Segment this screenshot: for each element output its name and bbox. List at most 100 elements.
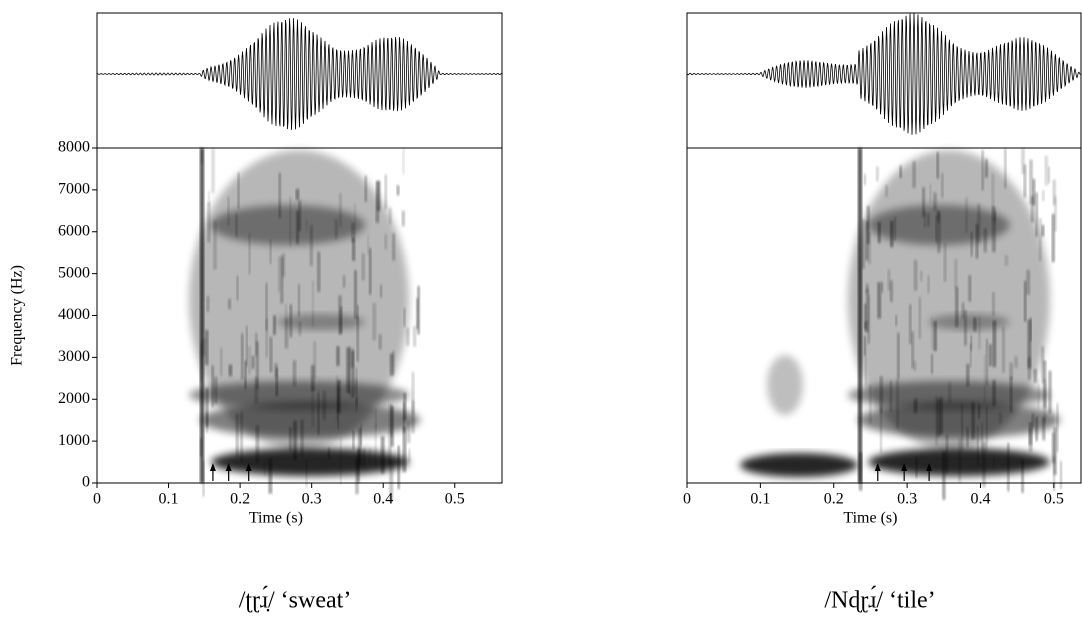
striation	[402, 426, 407, 473]
striation	[1031, 413, 1035, 429]
striation	[889, 280, 893, 302]
striation	[289, 304, 293, 338]
striation	[939, 397, 943, 435]
striation	[378, 334, 382, 350]
striation	[298, 321, 302, 336]
striation	[1032, 178, 1036, 206]
spectral-energy	[211, 205, 365, 245]
striation	[864, 173, 866, 185]
striation	[911, 331, 914, 369]
striation	[869, 385, 872, 424]
striation	[339, 193, 342, 228]
striation	[284, 317, 288, 349]
striation	[864, 357, 867, 386]
striation	[977, 426, 979, 467]
striation	[1002, 326, 1005, 373]
striation	[355, 397, 358, 412]
striation	[339, 306, 343, 335]
arrow-head	[874, 463, 881, 471]
striation	[894, 216, 897, 241]
striation	[986, 338, 988, 387]
striation	[865, 288, 869, 324]
striation	[374, 424, 377, 468]
striation	[352, 430, 355, 450]
striation	[1037, 377, 1040, 409]
striation	[954, 259, 958, 289]
striation	[955, 287, 959, 328]
striation	[877, 282, 881, 319]
striation	[981, 423, 984, 452]
striation	[958, 438, 962, 483]
striation	[966, 427, 969, 447]
striation	[213, 220, 217, 270]
striation	[887, 269, 891, 291]
striation	[998, 412, 1002, 424]
burst	[200, 148, 204, 483]
x-tick-label: 0.4	[373, 491, 393, 508]
striation	[1056, 403, 1059, 453]
striation	[973, 317, 977, 332]
striation	[943, 243, 947, 282]
x-tick-label: 0.5	[445, 491, 465, 508]
striation	[236, 275, 239, 301]
spectral-energy	[740, 453, 858, 477]
striation	[402, 210, 405, 227]
striation	[360, 424, 363, 446]
striation	[1035, 416, 1038, 441]
striation	[351, 350, 355, 398]
striation	[361, 253, 365, 281]
striation	[228, 364, 233, 377]
striation	[406, 327, 410, 346]
striation	[989, 344, 992, 367]
striation	[983, 228, 987, 253]
striation	[248, 346, 251, 375]
striation	[865, 220, 869, 261]
striation	[1053, 456, 1056, 492]
striation	[381, 436, 385, 474]
striation	[881, 282, 884, 293]
striation	[300, 419, 304, 456]
burst	[858, 148, 862, 483]
striation	[868, 232, 871, 265]
striation	[991, 173, 995, 221]
striation	[880, 406, 882, 453]
striation	[322, 390, 327, 421]
striation	[1028, 422, 1033, 446]
striation	[245, 325, 248, 367]
striation	[927, 275, 930, 294]
striation	[411, 372, 415, 415]
striation	[265, 282, 268, 331]
striation	[867, 205, 870, 244]
striation	[417, 285, 420, 335]
striation	[298, 284, 300, 317]
striation	[248, 233, 251, 275]
striation	[865, 283, 869, 294]
striation	[924, 211, 926, 228]
striation	[237, 172, 240, 209]
striation	[408, 448, 411, 462]
striation	[994, 211, 997, 223]
striation	[352, 237, 356, 261]
striation	[273, 315, 276, 335]
striation	[206, 412, 208, 433]
striation	[289, 196, 292, 247]
x-tick-label: 0.1	[159, 491, 179, 508]
striation	[1048, 370, 1052, 414]
striation	[311, 280, 314, 328]
striation	[1023, 280, 1027, 322]
striation	[913, 360, 917, 371]
striation	[406, 421, 411, 444]
striation	[1014, 356, 1018, 368]
striation	[240, 411, 243, 462]
striation	[920, 270, 923, 282]
striation	[985, 159, 988, 178]
striation	[897, 332, 900, 379]
striation	[1051, 213, 1055, 263]
striation	[384, 234, 387, 250]
striation	[909, 304, 912, 345]
striation	[311, 386, 314, 427]
striation	[396, 185, 400, 196]
striation	[227, 196, 230, 226]
striation	[388, 404, 391, 433]
striation	[313, 341, 317, 379]
